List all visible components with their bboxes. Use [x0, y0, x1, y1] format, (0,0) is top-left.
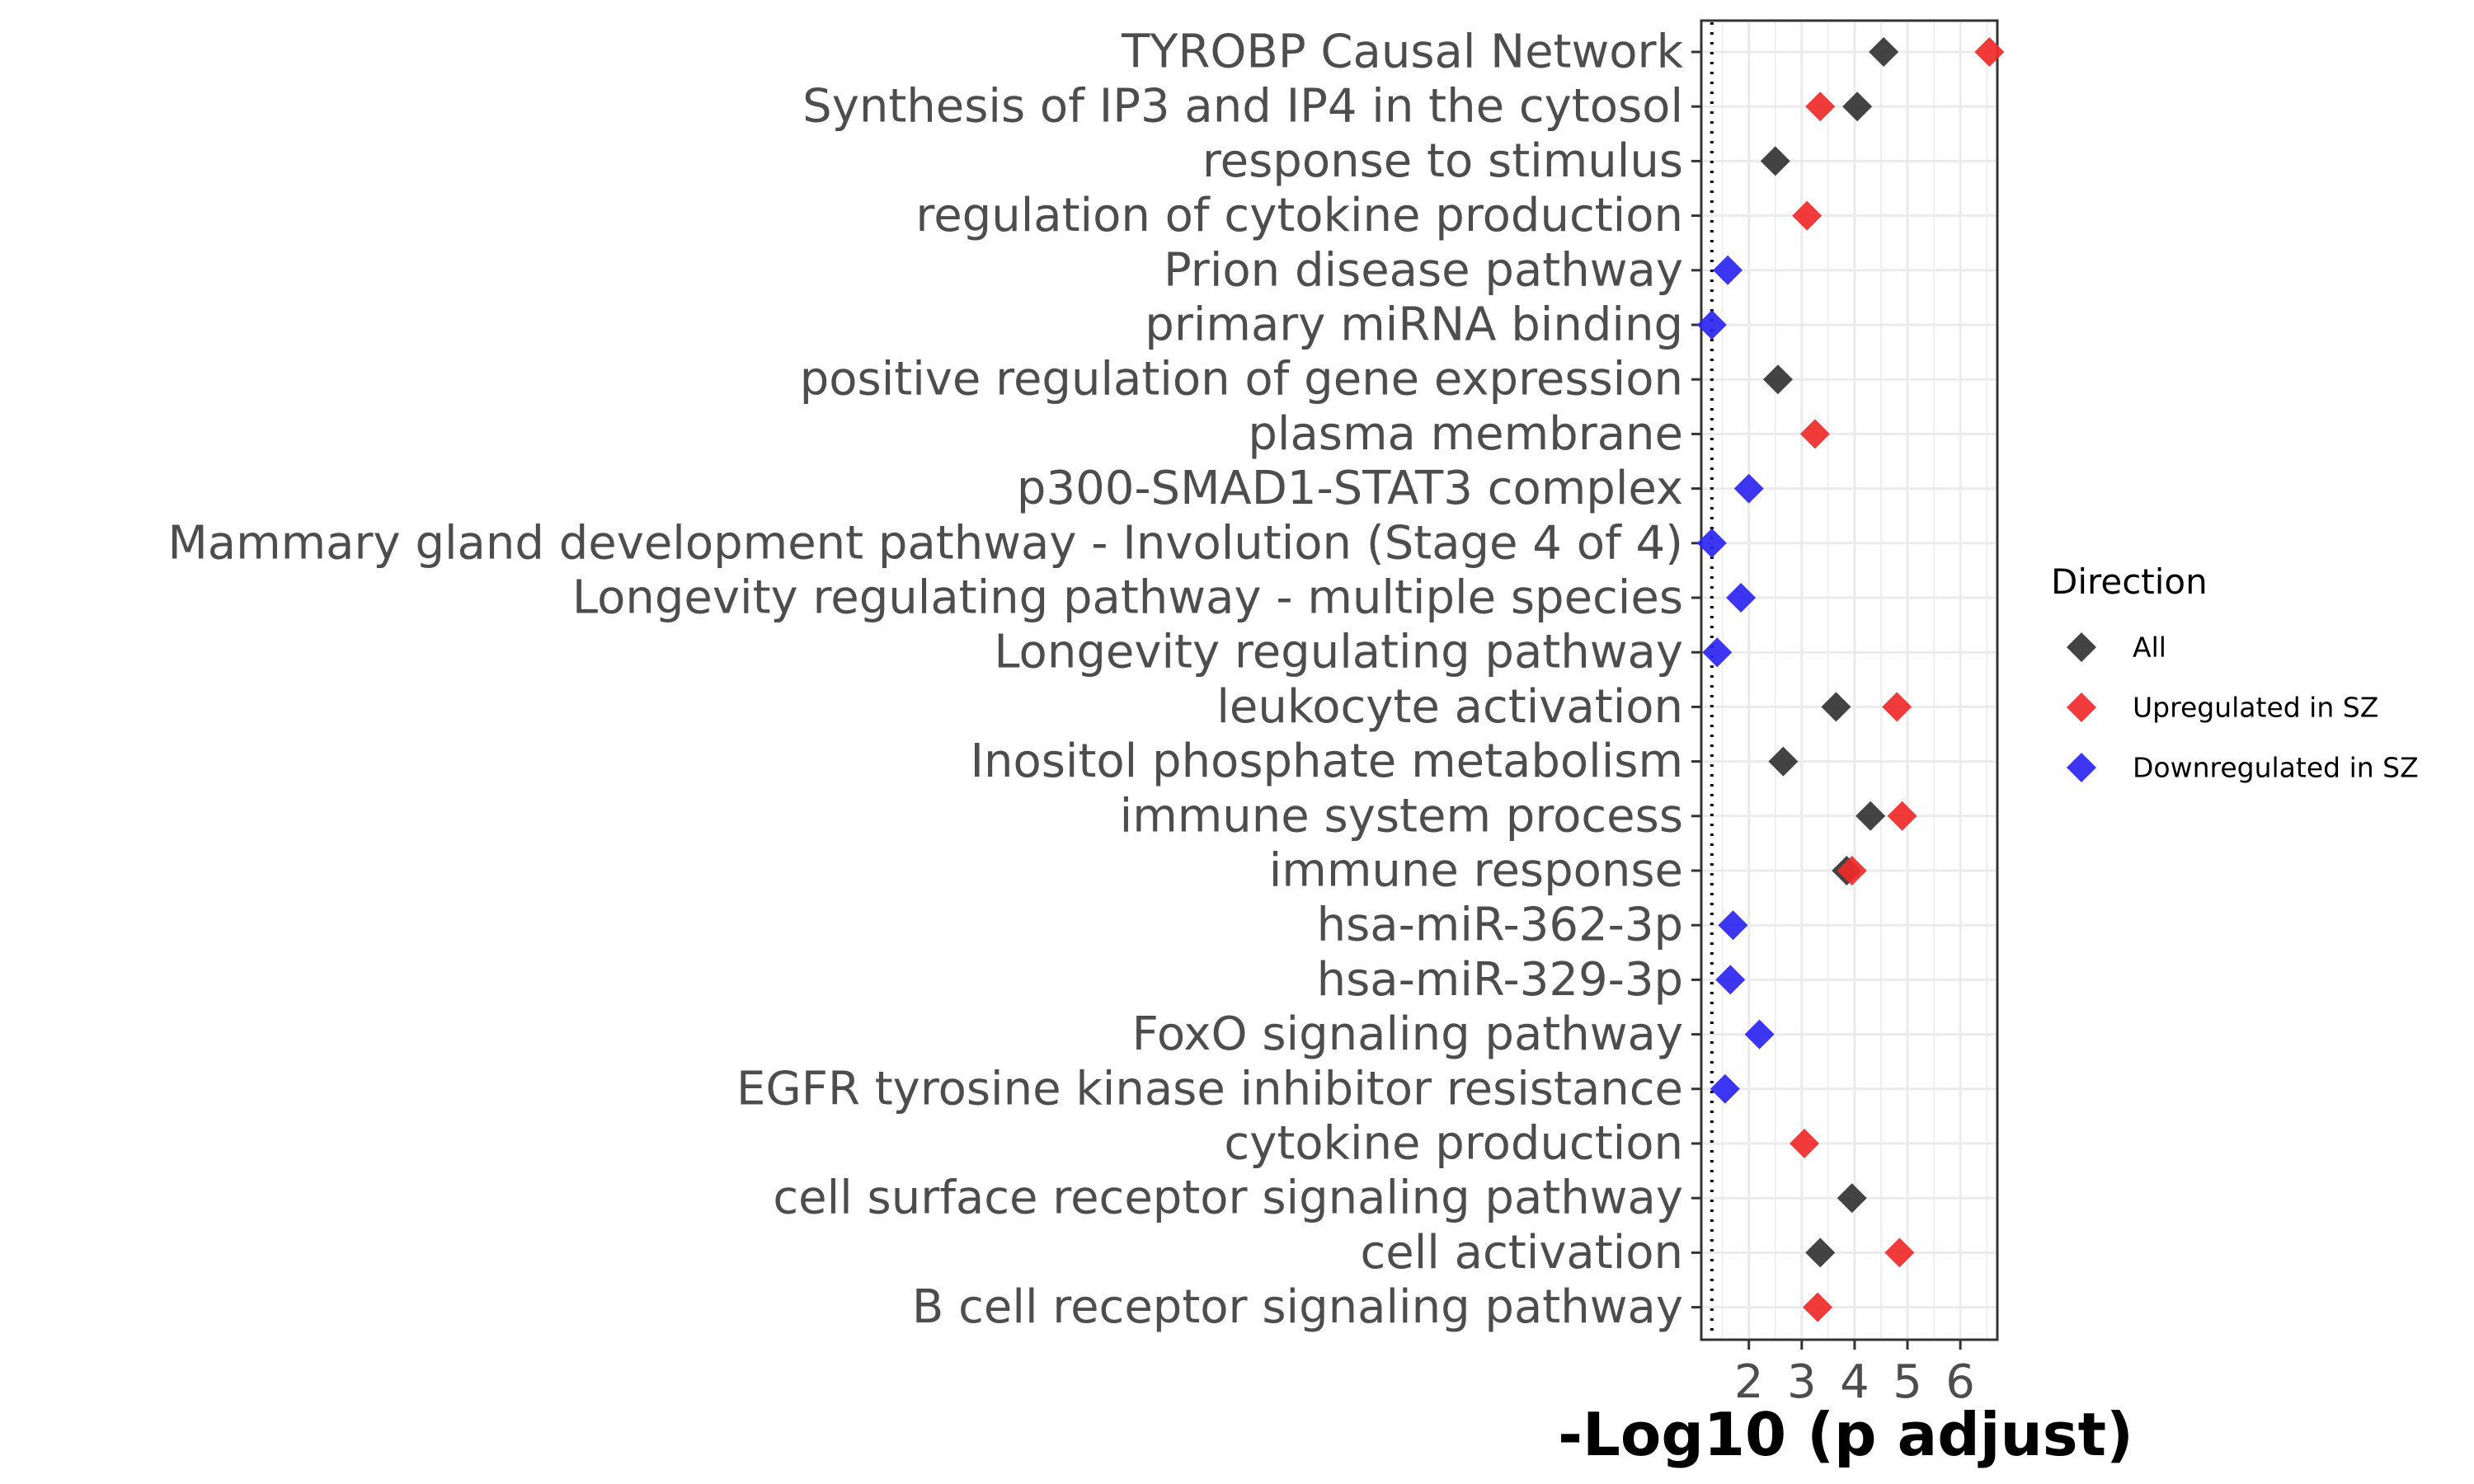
- category-label: leukocyte activation: [1216, 680, 1683, 734]
- data-point: [1856, 801, 1886, 831]
- data-point: [1696, 528, 1727, 558]
- category-label: cytokine production: [1224, 1117, 1683, 1171]
- legend-items: All Upregulated in SZ Downregulated in SZ: [2067, 632, 2419, 784]
- category-label: Longevity regulating pathway: [994, 626, 1683, 679]
- data-point: [1869, 37, 1899, 67]
- category-label: regulation of cytokine production: [915, 189, 1683, 242]
- category-label: Prion disease pathway: [1164, 243, 1683, 297]
- category-label: EGFR tyrosine kinase inhibitor resistanc…: [736, 1062, 1683, 1115]
- category-label: Synthesis of IP3 and IP4 in the cytosol: [802, 80, 1683, 134]
- category-label: Longevity regulating pathway - multiple …: [572, 571, 1683, 625]
- data-point: [1710, 1073, 1740, 1104]
- category-label: p300-SMAD1-STAT3 complex: [1017, 462, 1683, 515]
- data-point: [1842, 92, 1873, 122]
- category-label: hsa-miR-362-3p: [1317, 899, 1683, 952]
- data-point: [1884, 1237, 1915, 1268]
- legend-key: [2067, 693, 2096, 722]
- data-point: [1768, 746, 1799, 777]
- data-point: [1974, 37, 2005, 67]
- data-points: [1696, 37, 2005, 1322]
- category-label: Inositol phosphate metabolism: [970, 735, 1683, 788]
- x-tick-label: 6: [1945, 1355, 1975, 1409]
- data-point: [1715, 965, 1746, 995]
- x-axis-title: -Log10 (p adjust): [1558, 1400, 2133, 1469]
- legend: Direction All Upregulated in SZ Downregula…: [2051, 561, 2419, 784]
- legend-label: All: [2133, 632, 2166, 664]
- category-label: Mammary gland development pathway - Invo…: [167, 516, 1683, 570]
- category-label: positive regulation of gene expression: [800, 353, 1683, 406]
- data-point: [1887, 801, 1917, 831]
- category-label: FoxO signaling pathway: [1132, 1007, 1683, 1061]
- x-tick-label: 4: [1840, 1355, 1870, 1409]
- legend-key: [2067, 753, 2096, 782]
- category-label: B cell receptor signaling pathway: [912, 1280, 1683, 1334]
- data-point: [1713, 255, 1743, 285]
- data-point: [1790, 1129, 1820, 1158]
- data-point: [1803, 1292, 1833, 1322]
- data-point: [1702, 637, 1733, 668]
- category-label: plasma membrane: [1248, 407, 1683, 461]
- category-label: response to stimulus: [1202, 134, 1683, 188]
- data-point: [1837, 856, 1867, 885]
- category-label: primary miRNA binding: [1145, 298, 1683, 352]
- x-tick-label: 3: [1787, 1355, 1817, 1409]
- data-point: [1792, 200, 1823, 231]
- plot-panel: [1700, 19, 1999, 1341]
- data-point: [1805, 92, 1836, 122]
- category-label: TYROBP Causal Network: [1121, 26, 1684, 79]
- category-label: cell activation: [1360, 1226, 1683, 1280]
- data-point: [1821, 692, 1851, 722]
- legend-label: Upregulated in SZ: [2133, 692, 2378, 724]
- category-label: cell surface receptor signaling pathway: [773, 1172, 1683, 1225]
- x-tick-label: 5: [1893, 1355, 1922, 1409]
- data-point: [1762, 364, 1793, 395]
- data-point: [1744, 1019, 1775, 1050]
- category-label: immune system process: [1120, 789, 1683, 843]
- legend-key: [2067, 632, 2096, 662]
- legend-title: Direction: [2051, 561, 2208, 602]
- x-tick-label: 2: [1734, 1355, 1764, 1409]
- data-point: [1760, 146, 1790, 176]
- category-label: hsa-miR-329-3p: [1317, 953, 1683, 1007]
- data-point: [1805, 1237, 1836, 1268]
- data-point: [1733, 473, 1764, 504]
- data-point: [1718, 910, 1748, 941]
- data-point: [1726, 583, 1757, 613]
- data-point: [1799, 419, 1830, 449]
- legend-label: Downregulated in SZ: [2133, 752, 2419, 784]
- data-point: [1696, 310, 1727, 340]
- data-point: [1837, 1183, 1867, 1214]
- category-label: immune response: [1269, 844, 1683, 898]
- data-point: [1882, 692, 1912, 722]
